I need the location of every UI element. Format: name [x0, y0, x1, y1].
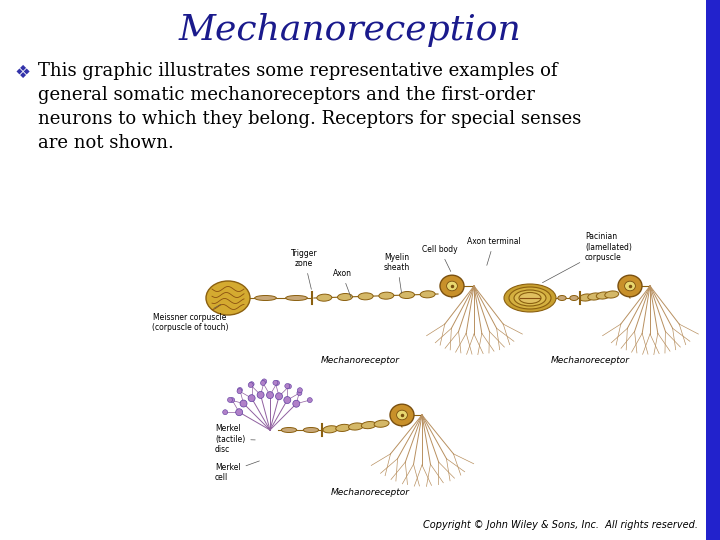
Ellipse shape — [358, 293, 373, 300]
Ellipse shape — [255, 295, 276, 300]
Ellipse shape — [286, 295, 307, 300]
Circle shape — [285, 383, 289, 389]
Circle shape — [262, 379, 266, 384]
Circle shape — [235, 409, 243, 416]
Ellipse shape — [348, 423, 364, 430]
Ellipse shape — [605, 291, 618, 298]
Ellipse shape — [514, 290, 546, 306]
Ellipse shape — [336, 424, 351, 431]
Ellipse shape — [338, 294, 353, 300]
Text: Copyright © John Wiley & Sons, Inc.  All rights reserved.: Copyright © John Wiley & Sons, Inc. All … — [423, 520, 698, 530]
Text: Cell body: Cell body — [422, 245, 458, 272]
Text: Merkel
(tactile)
disc: Merkel (tactile) disc — [215, 424, 255, 454]
Ellipse shape — [509, 287, 551, 309]
Ellipse shape — [580, 294, 593, 301]
Text: Meissner corpuscle
(corpuscle of touch): Meissner corpuscle (corpuscle of touch) — [152, 305, 228, 332]
Circle shape — [222, 410, 228, 415]
Ellipse shape — [323, 426, 338, 433]
Text: Merkel
cell: Merkel cell — [215, 461, 259, 482]
Ellipse shape — [625, 281, 635, 291]
Circle shape — [274, 381, 279, 386]
Circle shape — [240, 400, 247, 407]
Ellipse shape — [282, 428, 297, 433]
Ellipse shape — [519, 293, 541, 303]
Text: neurons to which they belong. Receptors for special senses: neurons to which they belong. Receptors … — [38, 110, 581, 128]
Text: This graphic illustrates some representative examples of: This graphic illustrates some representa… — [38, 62, 557, 80]
Text: Trigger
zone: Trigger zone — [291, 248, 318, 289]
Text: Mechanoreceptor: Mechanoreceptor — [551, 356, 629, 365]
Ellipse shape — [588, 293, 602, 300]
Circle shape — [248, 395, 255, 402]
Text: Mechanoreception: Mechanoreception — [179, 13, 521, 47]
Circle shape — [237, 389, 242, 394]
Circle shape — [297, 390, 302, 395]
Ellipse shape — [400, 292, 415, 299]
Text: are not shown.: are not shown. — [38, 134, 174, 152]
Ellipse shape — [303, 428, 319, 433]
Ellipse shape — [361, 422, 377, 429]
Text: ❖: ❖ — [15, 64, 31, 82]
Circle shape — [248, 382, 253, 388]
Circle shape — [249, 382, 254, 387]
Circle shape — [307, 397, 312, 403]
Bar — [706, 0, 720, 540]
Ellipse shape — [206, 281, 250, 315]
Ellipse shape — [618, 275, 642, 297]
Circle shape — [276, 393, 282, 400]
Ellipse shape — [596, 292, 611, 299]
Text: Myelin
sheath: Myelin sheath — [384, 253, 410, 293]
Text: Pacinian
(lamellated)
corpuscle: Pacinian (lamellated) corpuscle — [542, 232, 632, 282]
Circle shape — [287, 384, 292, 389]
Circle shape — [257, 392, 264, 399]
Ellipse shape — [420, 291, 435, 298]
Text: Mechanoreceptor: Mechanoreceptor — [320, 356, 400, 365]
Circle shape — [284, 396, 291, 403]
Circle shape — [228, 397, 233, 402]
Ellipse shape — [390, 404, 414, 426]
Circle shape — [297, 388, 302, 393]
Circle shape — [273, 380, 278, 385]
Circle shape — [266, 392, 274, 399]
Ellipse shape — [317, 294, 332, 301]
Ellipse shape — [397, 410, 408, 420]
Text: Mechanoreceptor: Mechanoreceptor — [330, 488, 410, 497]
Text: general somatic mechanoreceptors and the first-order: general somatic mechanoreceptors and the… — [38, 86, 535, 104]
Text: Axon terminal: Axon terminal — [467, 237, 521, 265]
Ellipse shape — [440, 275, 464, 297]
Ellipse shape — [379, 292, 394, 299]
Ellipse shape — [504, 284, 556, 312]
Ellipse shape — [374, 420, 389, 427]
Circle shape — [238, 388, 243, 393]
Circle shape — [261, 381, 266, 386]
Ellipse shape — [570, 295, 578, 300]
Circle shape — [230, 397, 235, 403]
Circle shape — [293, 400, 300, 407]
Ellipse shape — [446, 281, 457, 291]
Text: Axon: Axon — [333, 269, 351, 298]
Ellipse shape — [558, 295, 566, 300]
